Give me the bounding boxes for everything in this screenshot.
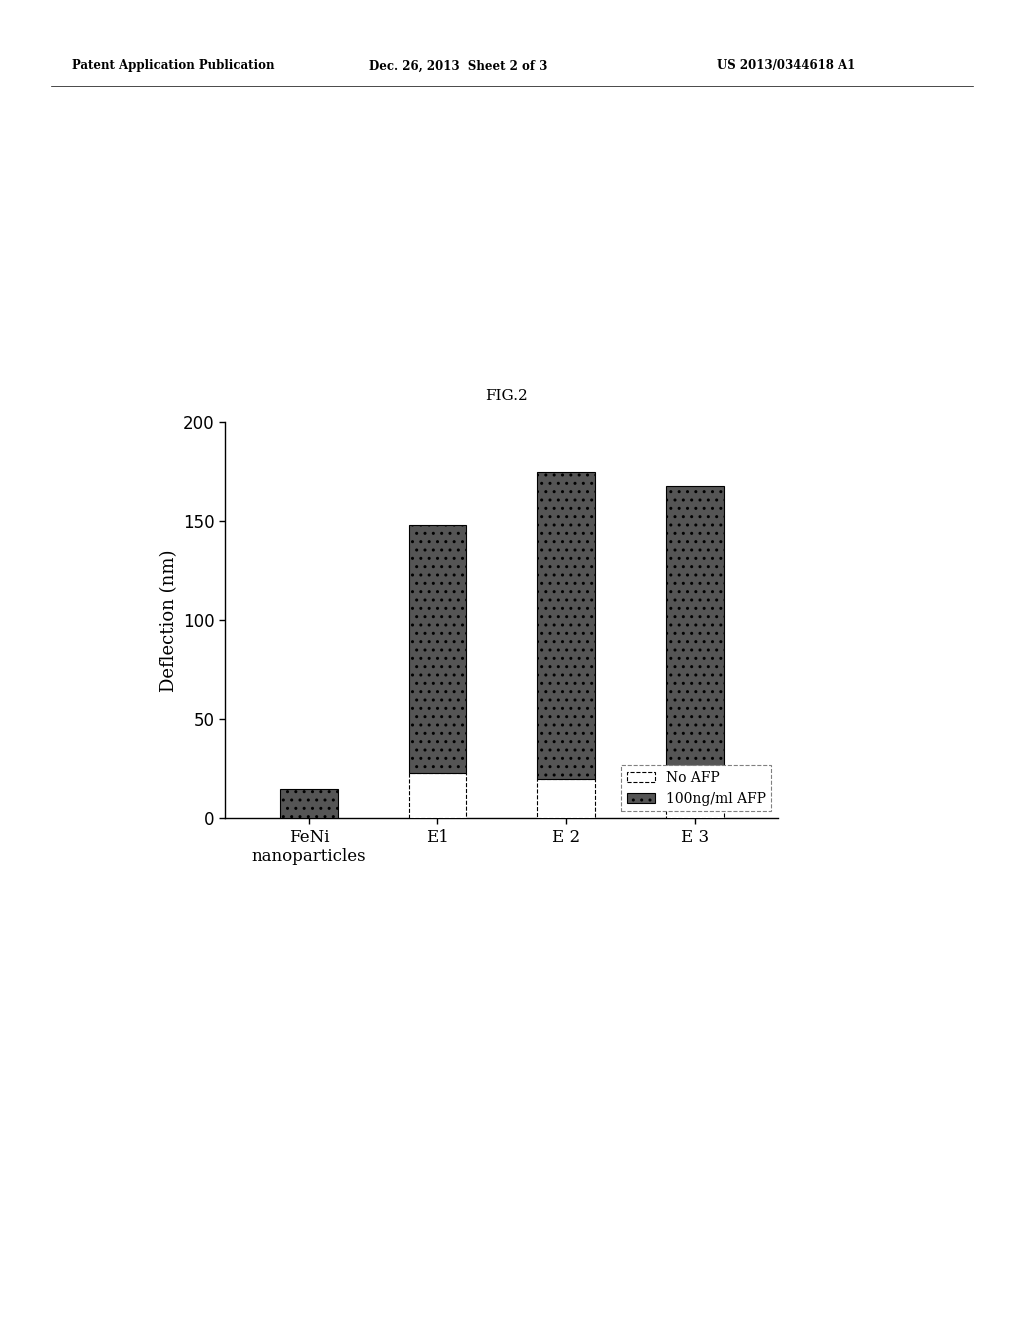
Bar: [280, 788, 338, 818]
Bar: [666, 768, 724, 818]
Text: Patent Application Publication: Patent Application Publication: [72, 59, 274, 73]
Text: Dec. 26, 2013  Sheet 2 of 3: Dec. 26, 2013 Sheet 2 of 3: [369, 59, 547, 73]
Y-axis label: Deflection (nm): Deflection (nm): [160, 549, 178, 692]
Bar: [666, 486, 724, 768]
Bar: [538, 473, 595, 779]
Bar: [409, 525, 466, 774]
Bar: [409, 774, 466, 818]
Text: US 2013/0344618 A1: US 2013/0344618 A1: [717, 59, 855, 73]
Legend: No AFP, 100ng/ml AFP: No AFP, 100ng/ml AFP: [622, 766, 771, 812]
Bar: [538, 779, 595, 818]
Text: FIG.2: FIG.2: [485, 388, 528, 403]
